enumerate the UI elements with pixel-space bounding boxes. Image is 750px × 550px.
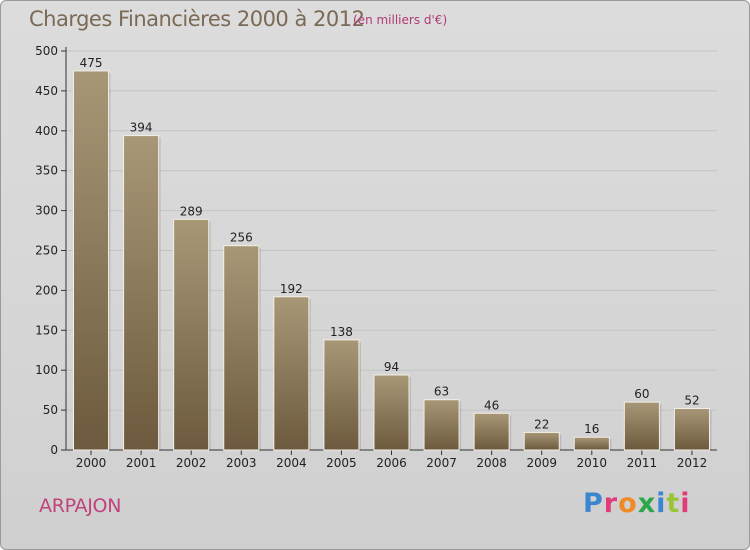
data-label: 60 xyxy=(634,387,649,401)
data-label: 394 xyxy=(130,121,153,135)
x-tick-label: 2010 xyxy=(577,456,608,470)
bars xyxy=(73,70,712,451)
x-tick-label: 2004 xyxy=(276,456,307,470)
x-tick-label: 2005 xyxy=(326,456,357,470)
logo-letter: r xyxy=(603,488,619,519)
logo-letter: i xyxy=(680,488,691,519)
chart-title: Charges Financières 2000 à 2012 xyxy=(29,7,365,31)
bar xyxy=(173,218,210,451)
y-tick-label: 300 xyxy=(35,204,58,218)
bar xyxy=(273,296,310,451)
y-tick-label: 0 xyxy=(50,443,58,457)
x-tick-label: 2001 xyxy=(126,456,157,470)
logo-letter: i xyxy=(656,488,667,519)
chart-subtitle: (en milliers d'€) xyxy=(353,13,448,27)
x-tick-label: 2008 xyxy=(476,456,507,470)
data-label: 138 xyxy=(330,325,353,339)
data-label: 94 xyxy=(384,360,399,374)
data-label: 46 xyxy=(484,398,499,412)
x-tick-label: 2006 xyxy=(376,456,407,470)
x-tick-label: 2002 xyxy=(176,456,207,470)
x-tick-label: 2007 xyxy=(426,456,457,470)
bar xyxy=(523,431,560,451)
x-tick-label: 2003 xyxy=(226,456,257,470)
bar xyxy=(673,408,710,451)
data-labels: 475 394 289 256 192 138 94 63 46 22 16 60 52 xyxy=(80,56,700,436)
y-tick-label: 50 xyxy=(43,403,58,417)
data-label: 22 xyxy=(534,417,549,431)
y-tick-label: 150 xyxy=(35,323,58,337)
logo-letter: P xyxy=(583,488,604,519)
bar xyxy=(573,436,610,451)
y-tick-label: 200 xyxy=(35,283,58,297)
bar xyxy=(373,374,410,451)
city-name: ARPAJON xyxy=(39,495,122,517)
bar xyxy=(73,70,110,451)
bar xyxy=(123,135,160,451)
y-tick-label: 450 xyxy=(35,84,58,98)
bar xyxy=(423,399,460,451)
logo-letter: t xyxy=(666,488,681,519)
data-label: 475 xyxy=(80,56,103,70)
proxiti-logo[interactable]: Proxiti xyxy=(583,488,691,519)
x-tick-label: 2000 xyxy=(76,456,107,470)
bar xyxy=(623,401,660,451)
y-tick-label: 100 xyxy=(35,363,58,377)
data-label: 289 xyxy=(180,204,203,218)
x-tick-label: 2012 xyxy=(677,456,708,470)
x-tick-label: 2009 xyxy=(526,456,557,470)
data-label: 16 xyxy=(584,422,599,436)
data-label: 256 xyxy=(230,231,253,245)
logo-letter: x xyxy=(637,488,657,519)
bar xyxy=(323,339,360,451)
y-tick-label: 400 xyxy=(35,124,58,138)
y-tick-label: 350 xyxy=(35,164,58,178)
x-tick-label: 2011 xyxy=(627,456,658,470)
bar xyxy=(223,245,260,451)
data-label: 52 xyxy=(684,394,699,408)
y-tick-label: 500 xyxy=(35,44,58,58)
grid-lines xyxy=(66,50,717,411)
data-label: 63 xyxy=(434,385,449,399)
bar xyxy=(473,412,510,451)
data-label: 192 xyxy=(280,282,303,296)
logo-letter: o xyxy=(618,488,638,519)
axes: 0 50 100 150 200 250 300 350 400 450 500 2000 2001 20… xyxy=(35,44,717,470)
y-tick-label: 250 xyxy=(35,244,58,258)
